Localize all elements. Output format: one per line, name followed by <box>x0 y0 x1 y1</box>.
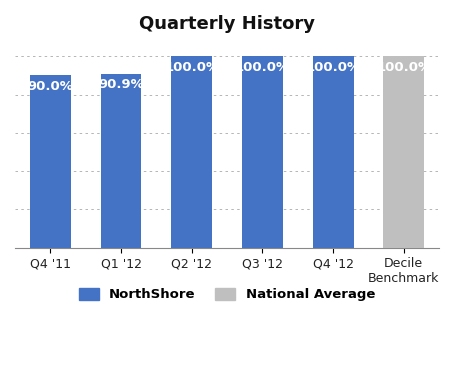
Text: 100.0%: 100.0% <box>164 61 219 74</box>
Title: Quarterly History: Quarterly History <box>139 15 314 33</box>
Bar <box>171 56 212 247</box>
Text: 100.0%: 100.0% <box>375 61 430 74</box>
Bar <box>30 75 71 247</box>
Text: 100.0%: 100.0% <box>305 61 360 74</box>
Legend: NorthShore, National Average: NorthShore, National Average <box>73 282 380 306</box>
Bar <box>241 56 282 247</box>
Text: 90.9%: 90.9% <box>98 78 144 92</box>
Bar <box>101 74 141 247</box>
Text: 100.0%: 100.0% <box>234 61 289 74</box>
Bar <box>312 56 353 247</box>
Text: 90.0%: 90.0% <box>28 80 73 93</box>
Bar <box>382 56 423 247</box>
